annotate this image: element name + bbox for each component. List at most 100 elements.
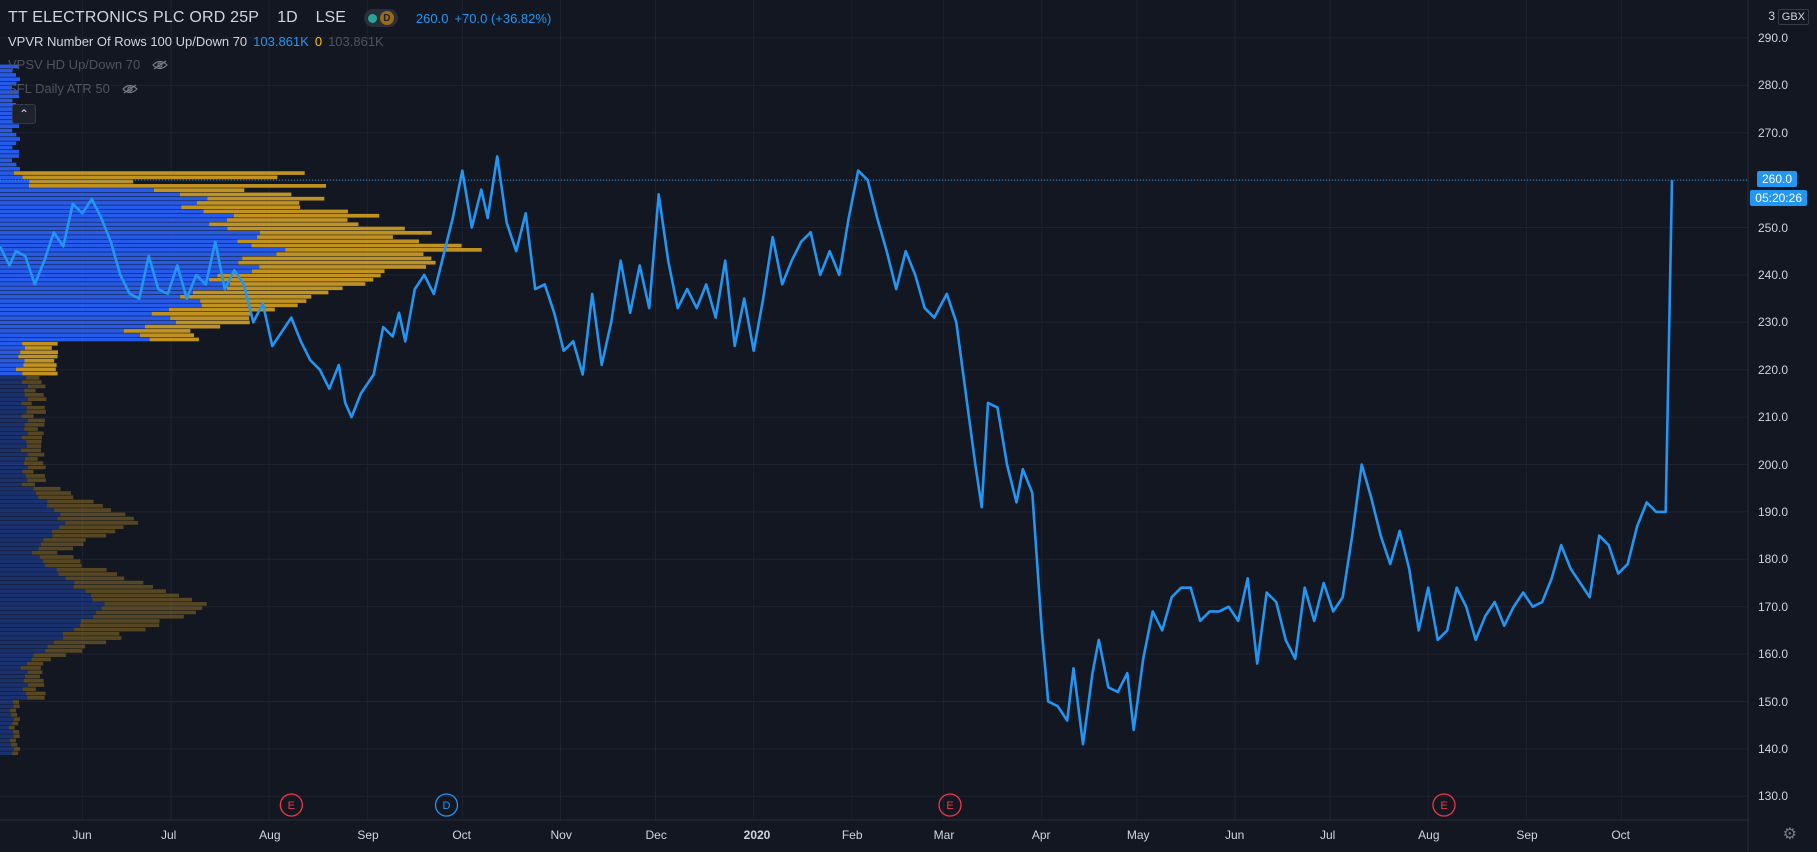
symbol-legend[interactable]: TT ELECTRONICS PLC ORD 25P 1D LSE D 260.… <box>8 9 551 27</box>
vpvr-legend[interactable]: VPVR Number Of Rows 100 Up/Down 70 103.8… <box>8 34 384 49</box>
vp-bar-down <box>276 252 424 256</box>
vp-bar-up <box>0 137 20 141</box>
vp-bar-up <box>0 205 182 210</box>
vp-bar-up <box>0 273 218 278</box>
vp-bar-down <box>25 457 38 461</box>
vp-bar-up <box>0 184 29 188</box>
hidden-eye-icon[interactable] <box>122 84 138 94</box>
vp-bar-down <box>26 439 42 444</box>
vp-bar-up <box>0 580 75 585</box>
vpvr-label[interactable]: VPVR Number Of Rows 100 Up/Down 70 <box>8 34 248 49</box>
vp-bar-up <box>0 721 13 726</box>
earnings-marker[interactable]: E <box>1432 793 1456 817</box>
vp-bar-up <box>0 691 26 696</box>
vpsv-label[interactable]: VPSV HD Up/Down 70 <box>8 57 141 72</box>
symbol-name[interactable]: TT ELECTRONICS PLC ORD 25P <box>8 9 260 26</box>
vp-bar-up <box>0 68 13 73</box>
vp-bar-down <box>85 589 166 593</box>
vp-bar-up <box>0 226 228 231</box>
vp-bar-down <box>27 384 46 389</box>
interval-label[interactable]: 1D <box>277 9 298 26</box>
vp-bar-down <box>35 491 72 495</box>
vp-bar-down <box>238 260 436 265</box>
vp-bar-down <box>24 393 44 397</box>
event-letter: E <box>946 800 953 812</box>
vp-bar-down <box>251 269 385 274</box>
vp-bar-up <box>0 414 22 419</box>
vp-bar-up <box>0 644 48 649</box>
vp-bar-down <box>251 243 462 248</box>
vp-bar-up <box>0 218 228 222</box>
vp-bar-up <box>0 299 201 303</box>
vp-bar-up <box>0 380 23 384</box>
vp-bar-down <box>73 585 153 589</box>
vp-bar-up <box>0 393 25 397</box>
vp-bar-up <box>0 734 14 739</box>
settings-gear-icon[interactable]: ⚙ <box>1782 826 1797 843</box>
collapse-legend-button[interactable]: ⌃ <box>12 104 36 124</box>
vp-bar-down <box>21 401 32 406</box>
vp-bar-down <box>144 324 221 329</box>
vp-bar-up <box>0 201 197 205</box>
vp-bar-down <box>20 350 59 355</box>
earnings-marker[interactable]: E <box>279 793 303 817</box>
vpsv-legend[interactable]: VPSV HD Up/Down 70 <box>8 57 169 72</box>
vp-bar-down <box>227 218 348 222</box>
vp-bar-up <box>0 469 23 474</box>
event-circle <box>938 793 962 817</box>
vp-bar-down <box>209 222 359 227</box>
time-tick-label: Jul <box>1320 828 1336 842</box>
vp-bar-up <box>0 235 258 239</box>
vp-bar-down <box>226 286 343 291</box>
vp-bar-up <box>0 516 58 521</box>
vp-bar-down <box>24 422 45 427</box>
vp-bar-up <box>0 256 243 261</box>
vp-bar-down <box>207 196 325 201</box>
vp-bar-up <box>0 162 17 167</box>
vp-bar-up <box>0 375 27 380</box>
vp-bar-down <box>43 538 86 542</box>
vp-bar-down <box>13 730 20 734</box>
hidden-eye-icon[interactable] <box>152 60 169 70</box>
vp-bar-up <box>0 107 20 111</box>
vp-bar-up <box>0 653 34 657</box>
price-change: +70.0 (+36.82%) <box>454 10 552 26</box>
vp-bar-up <box>0 154 19 158</box>
vp-bar-up <box>0 350 21 355</box>
vp-bar-up <box>0 124 20 129</box>
price-tick-label: 150.0 <box>1758 694 1789 709</box>
price-tick-label: 230.0 <box>1758 315 1789 330</box>
vp-bar-up <box>0 277 210 282</box>
vpvr-value-up: 103.861K <box>253 34 309 49</box>
vp-bar-down <box>38 546 74 551</box>
currency-button[interactable]: GBX <box>1777 9 1809 25</box>
vp-bar-down <box>11 742 18 747</box>
vp-bar-up <box>0 495 39 500</box>
status-pill[interactable]: D <box>363 9 398 27</box>
atr-legend[interactable]: SFL Daily ATR 50 <box>8 81 138 96</box>
price-tick-label: 280.0 <box>1758 78 1789 93</box>
vp-bar-up <box>0 115 13 120</box>
vp-bar-up <box>0 209 204 214</box>
volume-profile <box>0 64 482 756</box>
earnings-marker[interactable]: E <box>938 793 962 817</box>
vp-bar-down <box>29 179 134 184</box>
vp-bar-up <box>0 171 14 175</box>
vp-bar-up <box>0 230 260 235</box>
vp-bar-down <box>168 307 275 312</box>
vp-bar-down <box>149 337 199 342</box>
price-tick-label: 210.0 <box>1758 410 1789 425</box>
vp-bar-down <box>91 593 179 598</box>
atr-label[interactable]: SFL Daily ATR 50 <box>8 81 110 96</box>
vp-bar-down <box>63 636 122 640</box>
vp-bar-down <box>47 499 94 504</box>
dividend-marker[interactable]: D <box>434 793 459 817</box>
vp-bar-up <box>0 111 17 116</box>
vp-bar-down <box>92 597 193 602</box>
vp-bar-up <box>0 503 47 508</box>
vp-bar-down <box>54 640 107 645</box>
vp-bar-up <box>0 397 28 402</box>
vp-bar-down <box>33 653 66 657</box>
vp-bar-down <box>24 358 55 363</box>
